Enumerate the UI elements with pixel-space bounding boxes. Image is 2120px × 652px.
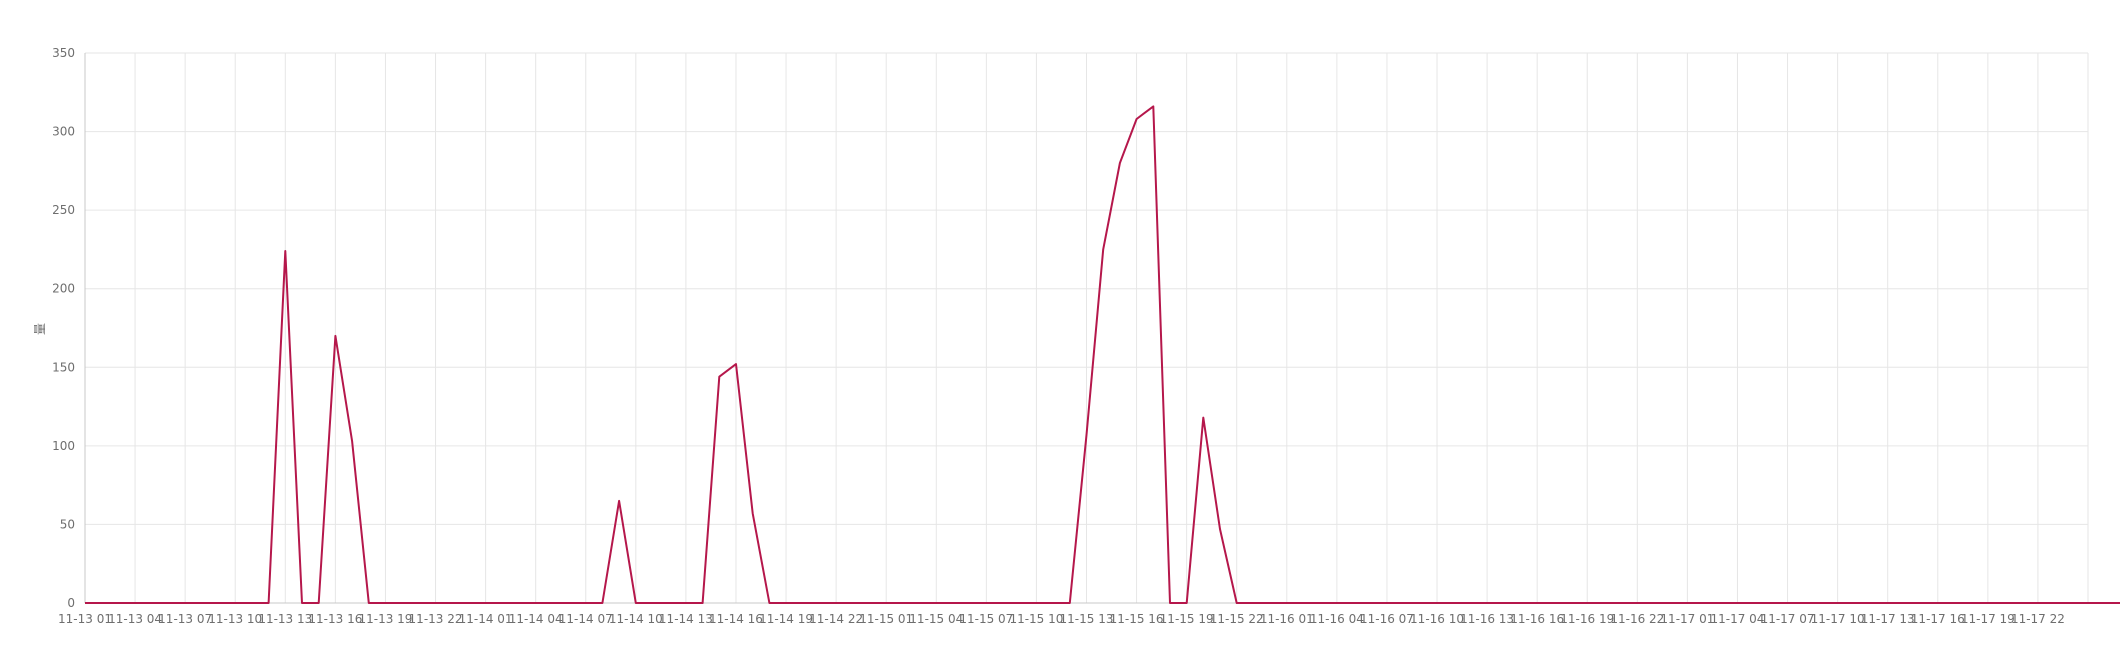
x-tick-label: 11-16 19 bbox=[1560, 612, 1614, 626]
x-tick-label: 11-17 07 bbox=[1761, 612, 1815, 626]
x-tick-label: 11-15 16 bbox=[1110, 612, 1164, 626]
x-tick-label: 11-17 13 bbox=[1861, 612, 1915, 626]
x-tick-label: 11-14 22 bbox=[809, 612, 863, 626]
y-tick-label: 250 bbox=[52, 203, 75, 217]
x-tick-label: 11-14 04 bbox=[509, 612, 563, 626]
x-tick-label: 11-14 01 bbox=[459, 612, 513, 626]
y-tick-label: 100 bbox=[52, 439, 75, 453]
x-tick-label: 11-16 16 bbox=[1510, 612, 1564, 626]
series-line bbox=[85, 105, 2120, 604]
x-tick-label: 11-14 13 bbox=[659, 612, 713, 626]
x-tick-label: 11-13 01 bbox=[58, 612, 112, 626]
x-tick-label: 11-13 13 bbox=[258, 612, 312, 626]
x-tick-label: 11-16 10 bbox=[1410, 612, 1464, 626]
y-tick-label: 150 bbox=[52, 360, 75, 374]
x-tick-label: 11-16 07 bbox=[1360, 612, 1414, 626]
x-tick-label: 11-15 13 bbox=[1060, 612, 1114, 626]
y-axis-label: 量 bbox=[33, 323, 47, 335]
y-tick-label: 300 bbox=[52, 125, 75, 139]
y-tick-labels: 0 50 100 150 200 250 300 350 bbox=[52, 46, 75, 610]
x-tick-label: 11-17 16 bbox=[1911, 612, 1965, 626]
y-tick-label: 50 bbox=[60, 517, 75, 531]
x-tick-label: 11-15 07 bbox=[959, 612, 1013, 626]
x-tick-label: 11-13 19 bbox=[358, 612, 412, 626]
series bbox=[85, 105, 2120, 604]
x-tick-label: 11-15 01 bbox=[859, 612, 913, 626]
x-tick-label: 11-17 01 bbox=[1660, 612, 1714, 626]
x-tick-label: 11-16 04 bbox=[1310, 612, 1364, 626]
y-tick-label: 200 bbox=[52, 282, 75, 296]
x-tick-label: 11-13 07 bbox=[158, 612, 212, 626]
x-tick-label: 11-14 19 bbox=[759, 612, 813, 626]
y-tick-label: 350 bbox=[52, 46, 75, 60]
grid bbox=[84, 52, 2089, 604]
x-tick-label: 11-14 07 bbox=[559, 612, 613, 626]
x-tick-label: 11-14 16 bbox=[709, 612, 763, 626]
x-tick-label: 11-16 13 bbox=[1460, 612, 1514, 626]
x-tick-label: 11-16 01 bbox=[1260, 612, 1314, 626]
x-tick-label: 11-17 10 bbox=[1811, 612, 1865, 626]
x-tick-label: 11-15 22 bbox=[1210, 612, 1264, 626]
x-tick-label: 11-13 04 bbox=[108, 612, 162, 626]
x-tick-label: 11-13 10 bbox=[208, 612, 262, 626]
x-tick-label: 11-17 19 bbox=[1961, 612, 2015, 626]
x-tick-label: 11-16 22 bbox=[1610, 612, 1664, 626]
x-tick-label: 11-17 22 bbox=[2011, 612, 2065, 626]
y-tick-label: 0 bbox=[67, 596, 75, 610]
x-tick-label: 11-15 10 bbox=[1009, 612, 1063, 626]
x-tick-label: 11-15 19 bbox=[1160, 612, 1214, 626]
x-tick-label: 11-15 04 bbox=[909, 612, 963, 626]
x-tick-label: 11-13 22 bbox=[409, 612, 463, 626]
x-tick-label: 11-13 16 bbox=[308, 612, 362, 626]
x-tick-label: 11-14 10 bbox=[609, 612, 663, 626]
x-tick-label: 11-17 04 bbox=[1710, 612, 1764, 626]
